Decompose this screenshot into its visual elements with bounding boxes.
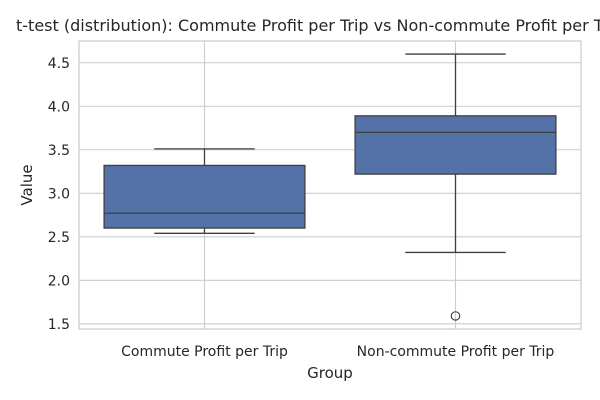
chart-title: t-test (distribution): Commute Profit pe… <box>16 16 600 35</box>
y-tick-labels: 1.5 2.0 2.5 3.0 3.5 4.0 4.5 <box>48 56 70 333</box>
y-tick-label: 2.5 <box>48 230 70 246</box>
box-group <box>354 53 557 321</box>
boxes <box>103 53 557 321</box>
y-tick-label: 2.0 <box>48 273 70 289</box>
x-axis-title: Group <box>307 364 353 382</box>
x-tick-label: Non-commute Profit per Trip <box>357 344 555 360</box>
y-tick-label: 4.0 <box>48 99 70 115</box>
iqr-box <box>354 115 557 175</box>
outlier-point <box>450 311 461 321</box>
y-tick-label: 1.5 <box>48 317 70 333</box>
y-tick-label: 3.5 <box>48 143 70 159</box>
iqr-box <box>103 164 306 229</box>
x-tick-label: Commute Profit per Trip <box>121 344 288 360</box>
y-tick-label: 4.5 <box>48 56 70 72</box>
y-tick-label: 3.0 <box>48 186 70 202</box>
box-group <box>103 148 306 234</box>
x-tick-labels: Commute Profit per Trip Non-commute Profi… <box>121 344 554 360</box>
y-axis-title: Value <box>18 164 36 205</box>
plot-frame <box>78 40 582 330</box>
